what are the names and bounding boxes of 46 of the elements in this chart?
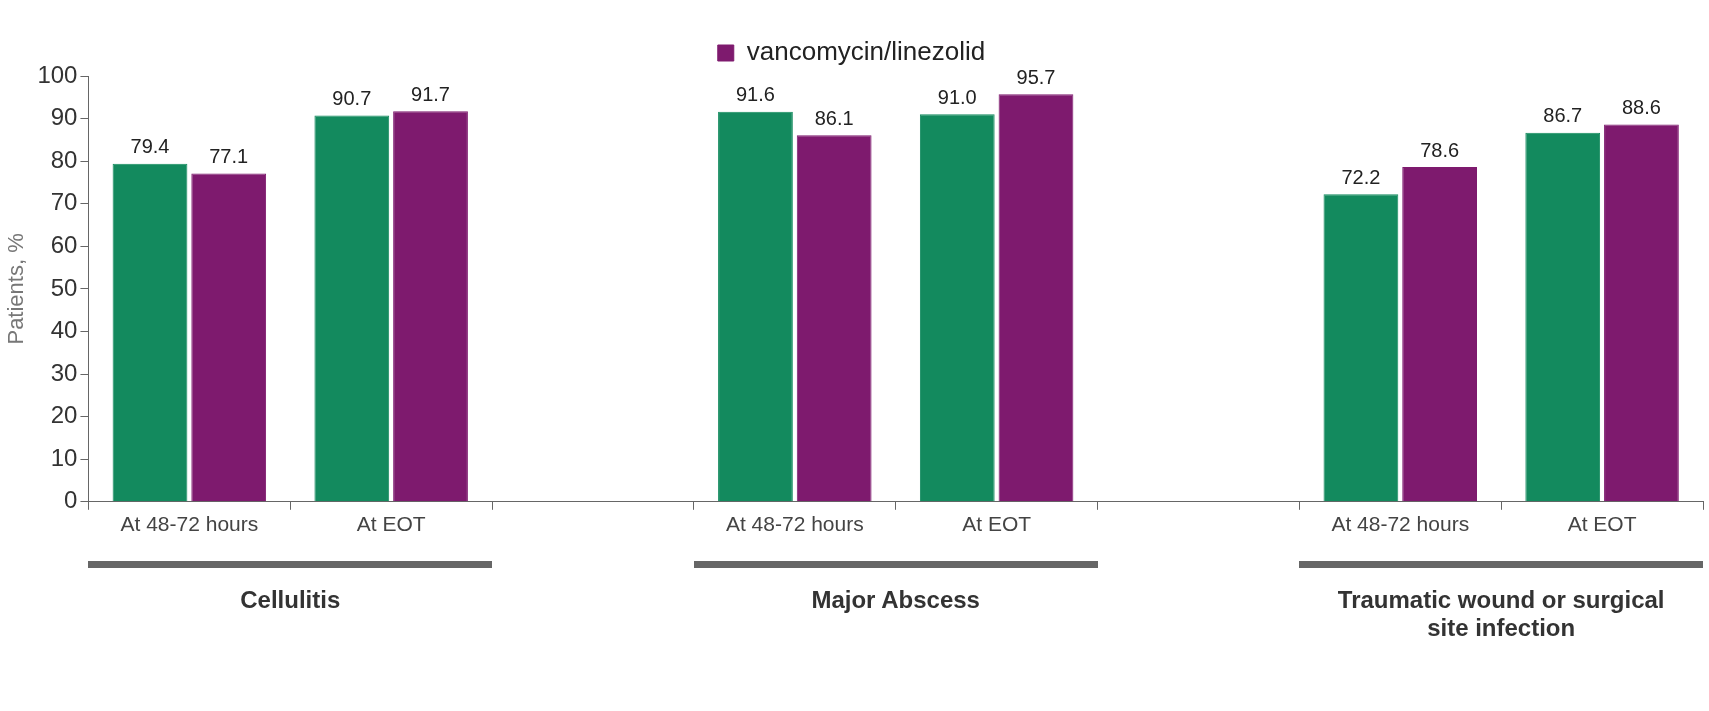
x-tick-label: At 48-72 hours <box>120 512 259 536</box>
data-label: 91.7 <box>411 82 450 105</box>
data-label: 86.7 <box>1543 104 1583 127</box>
bar <box>718 111 793 502</box>
y-tick-label: 80 <box>50 145 78 173</box>
x-tick-label: At 48-72 hours <box>1331 512 1470 536</box>
bar <box>1604 124 1679 502</box>
y-tick-label: 40 <box>50 316 78 344</box>
data-label: 86.1 <box>814 106 854 129</box>
x-tick-label: At EOT <box>1567 512 1637 536</box>
text: Traumatic wound or surgical site infection <box>1336 586 1666 642</box>
bar <box>796 135 872 502</box>
y-tick-label: 0 <box>64 486 78 514</box>
bar <box>393 111 468 502</box>
y-tick-label: 70 <box>50 188 78 216</box>
y-tick-label: 30 <box>50 358 78 386</box>
data-label: 77.1 <box>209 145 249 168</box>
x-tick-label: At EOT <box>356 512 426 536</box>
data-label: 95.7 <box>1016 65 1056 88</box>
bar <box>998 94 1074 502</box>
y-tick-label: 50 <box>50 273 78 301</box>
y-tick-label: 100 <box>37 60 78 88</box>
x-tick-label: At 48-72 hours <box>725 512 864 536</box>
x-tick-label: At EOT <box>962 512 1032 536</box>
data-label: 91.6 <box>735 83 775 106</box>
bar <box>314 115 390 502</box>
bar <box>1323 194 1399 502</box>
data-label: 91.0 <box>937 85 977 108</box>
data-label: 78.6 <box>1420 138 1460 161</box>
data-label: 72.2 <box>1341 165 1381 188</box>
y-tick-label: 20 <box>50 401 78 429</box>
data-label: 88.6 <box>1621 96 1661 119</box>
bar <box>1525 132 1601 502</box>
bar <box>191 173 267 502</box>
y-tick-label: 10 <box>50 443 78 471</box>
bar <box>919 114 995 502</box>
bar <box>112 163 188 502</box>
y-tick-label: 60 <box>50 230 78 258</box>
y-tick-label: 90 <box>50 103 78 131</box>
legend-label: vancomycin/linezolid <box>746 36 986 67</box>
text: Major Abscess <box>810 586 981 614</box>
y-axis-title: Patients, % <box>3 233 29 345</box>
data-label: 90.7 <box>332 87 372 110</box>
data-label: 79.4 <box>130 135 170 158</box>
text: Cellulitis <box>239 586 342 614</box>
bar <box>1402 167 1478 502</box>
